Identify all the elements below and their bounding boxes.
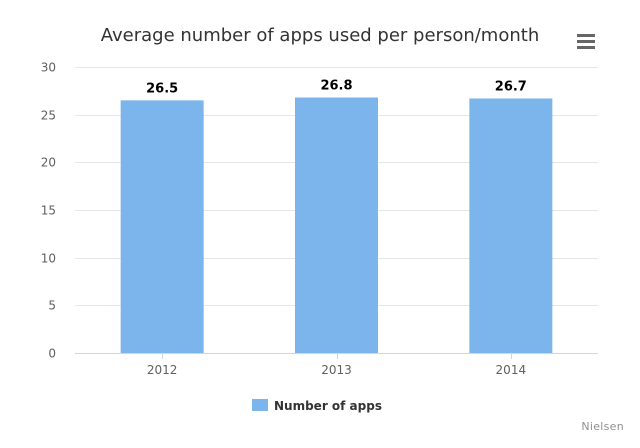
data-label: 26.8 [320, 79, 352, 94]
x-axis-ticks: 2012 2013 2014 [147, 353, 526, 377]
data-label: 26.5 [146, 81, 178, 96]
legend[interactable]: Number of apps [252, 399, 382, 413]
x-tick-label: 2014 [496, 363, 527, 377]
y-tick-label: 0 [48, 347, 56, 361]
bar[interactable] [120, 100, 204, 353]
y-tick-label: 5 [48, 299, 56, 313]
bars [120, 97, 553, 354]
bar[interactable] [469, 98, 553, 354]
data-labels: 26.5 26.8 26.7 [146, 79, 527, 97]
hamburger-menu-icon[interactable] [573, 30, 599, 52]
y-axis-ticks: 0 5 10 15 20 25 30 [41, 61, 56, 361]
y-tick-label: 25 [41, 109, 56, 123]
y-tick-label: 15 [41, 204, 56, 218]
menu-bar [577, 40, 595, 43]
chart-title: Average number of apps used per person/m… [100, 25, 540, 46]
x-tick-label: 2012 [147, 363, 178, 377]
y-tick-label: 30 [41, 61, 56, 75]
credits-label[interactable]: Nielsen [581, 420, 624, 433]
bar[interactable] [295, 97, 378, 353]
legend-swatch[interactable] [252, 399, 268, 411]
y-tick-label: 10 [41, 252, 56, 266]
menu-bar [577, 34, 595, 37]
menu-bar [577, 46, 595, 49]
x-tick-label: 2013 [321, 363, 352, 377]
y-tick-label: 20 [41, 156, 56, 170]
data-label: 26.7 [495, 79, 527, 94]
legend-label[interactable]: Number of apps [274, 399, 382, 413]
